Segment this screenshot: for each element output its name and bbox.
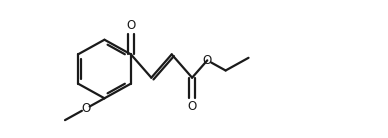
Text: O: O [187,100,197,113]
Text: O: O [126,19,135,32]
Text: O: O [203,54,212,67]
Text: O: O [81,102,91,115]
